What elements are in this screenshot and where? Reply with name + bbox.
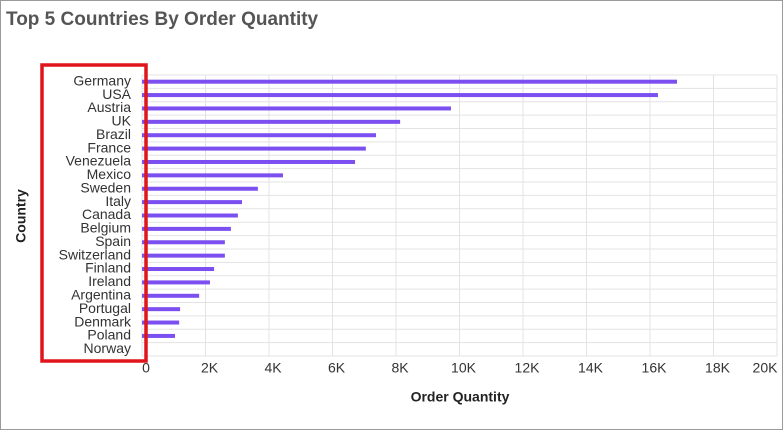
y-axis-label: Country <box>13 189 29 243</box>
y-tick-label: France <box>87 139 131 155</box>
bar <box>142 320 180 325</box>
bar <box>142 79 677 84</box>
bar <box>142 159 356 164</box>
y-tick-label: Italy <box>105 193 131 209</box>
x-tick-label: 0 <box>142 360 150 376</box>
bar <box>142 119 401 124</box>
y-tick-label: Denmark <box>74 313 132 329</box>
y-tick-label: Brazil <box>96 126 131 142</box>
plot: 0 2K 4K 6K 8K 10K 12K 14K 16K 18K 20K GermanyUSAAus… <box>59 72 778 375</box>
bar <box>142 267 215 272</box>
y-tick-label: Switzerland <box>59 246 131 262</box>
bar <box>142 213 238 218</box>
x-tick-label: 10K <box>451 360 477 376</box>
y-tick-label: UK <box>112 113 132 129</box>
y-tick-label: Poland <box>87 327 131 343</box>
x-tick-label: 20K <box>753 360 779 376</box>
x-tick-label: 16K <box>642 360 668 376</box>
x-tick-label: 8K <box>391 360 409 376</box>
x-axis-label: Order Quantity <box>411 389 510 405</box>
y-tick-label: USA <box>102 86 131 102</box>
y-tick-label: Spain <box>95 233 131 249</box>
bar <box>142 293 200 298</box>
bar <box>142 307 181 312</box>
bar <box>142 240 225 245</box>
highlight-box <box>40 63 148 363</box>
bar <box>142 333 176 338</box>
bar <box>142 93 658 98</box>
x-tick-label: 6K <box>328 360 346 376</box>
bar <box>142 173 283 178</box>
y-tick-label: Canada <box>82 206 131 222</box>
y-tick-label: Portugal <box>79 300 131 316</box>
bar <box>142 253 225 258</box>
bar <box>142 226 231 231</box>
y-tick-label: Venezuela <box>66 153 132 169</box>
y-tick-label: Sweden <box>80 179 131 195</box>
y-tick-label: Mexico <box>87 166 132 182</box>
y-tick-label: Germany <box>73 72 131 88</box>
bar <box>142 186 258 191</box>
bar <box>142 106 451 111</box>
y-tick-label: Belgium <box>80 220 131 236</box>
bar <box>142 133 376 138</box>
x-tick-label: 2K <box>201 360 219 376</box>
y-tick-label: Argentina <box>71 286 131 302</box>
bar <box>142 280 210 285</box>
bar <box>142 200 243 205</box>
y-tick-label: Norway <box>84 340 131 356</box>
x-tick-label: 12K <box>515 360 541 376</box>
chart-title: Top 5 Countries By Order Quantity <box>6 9 319 30</box>
x-tick-label: 4K <box>264 360 282 376</box>
x-tick-label: 18K <box>705 360 731 376</box>
y-tick-label: Austria <box>87 99 131 115</box>
bar <box>142 146 366 151</box>
y-tick-label: Finland <box>85 260 131 276</box>
y-tick-label: Ireland <box>88 273 131 289</box>
x-tick-label: 14K <box>578 360 604 376</box>
